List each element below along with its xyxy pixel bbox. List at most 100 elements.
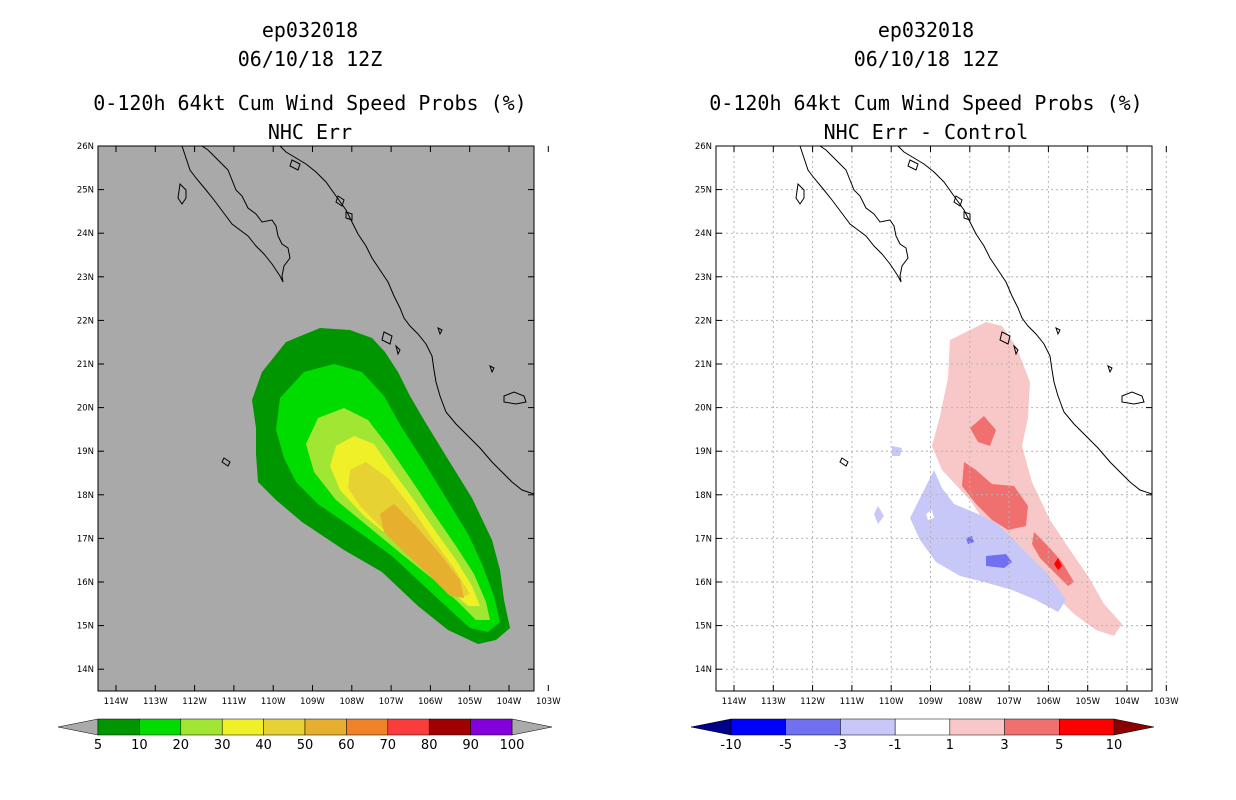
lat-label: 23N (77, 273, 94, 283)
lon-label: 109W (300, 697, 325, 707)
colorbar-swatch (840, 718, 896, 736)
colorbar-label: 20 (173, 738, 190, 753)
colorbar-label: 80 (421, 738, 438, 753)
lat-label: 16N (695, 578, 712, 588)
diff-positive-3to5-c (1032, 532, 1074, 586)
lon-label: 112W (182, 697, 207, 707)
colorbar-swatch (470, 718, 513, 736)
colorbar-swatch (221, 718, 264, 736)
lon-label: 114W (722, 697, 747, 707)
lat-label: 26N (77, 142, 94, 152)
diff-negative-3to5-a (986, 554, 1012, 568)
lat-label: 18N (77, 491, 94, 501)
colorbar-label: -3 (834, 738, 847, 753)
colorbar-swatch (1004, 718, 1060, 736)
right-storm-id: ep032018 (877, 18, 975, 42)
colorbar-label: -5 (779, 738, 792, 753)
lat-label: 25N (77, 186, 94, 196)
lat-label: 24N (695, 229, 712, 239)
colorbar-label: -1 (889, 738, 902, 753)
lat-label: 26N (695, 142, 712, 152)
lat-label: 19N (77, 447, 94, 457)
diff-negative-1to3 (910, 470, 1066, 612)
left-probability-contours (252, 328, 510, 644)
lat-label: 15N (695, 622, 712, 632)
lat-label: 24N (77, 229, 94, 239)
right-subtitle: NHC Err - Control (823, 120, 1029, 144)
colorbar-label: 3 (1000, 738, 1008, 753)
colorbar-swatch (1059, 718, 1115, 736)
contour-50pct (380, 504, 464, 598)
colorbar-label: -10 (720, 738, 741, 753)
colorbar-label: 90 (462, 738, 479, 753)
diff-positive-5to10 (1054, 558, 1062, 570)
lat-label: 22N (77, 316, 94, 326)
lon-label: 104W (1115, 697, 1140, 707)
lat-label: 17N (695, 534, 712, 544)
colorbar-swatch (304, 718, 347, 736)
diff-positive-3to5-a (970, 416, 996, 446)
colorbar-swatch (894, 718, 951, 736)
diff-negative-1to3-c (874, 506, 884, 524)
colorbar-label: 1 (946, 738, 954, 753)
lat-label: 14N (77, 665, 94, 675)
right-datetime: 06/10/18 12Z (853, 47, 999, 71)
lon-label: 107W (379, 697, 404, 707)
right-map-panel: 26N 25N 24N 23N 22N 21N 20N 19N 18N 17N 16N 15N 14N 1… (695, 142, 1179, 707)
colorbar-high-arrow (1113, 718, 1155, 736)
diff-white-hole (926, 510, 934, 520)
lat-label: 23N (695, 273, 712, 283)
lon-label: 111W (222, 697, 247, 707)
lat-label: 21N (695, 360, 712, 370)
lat-label: 19N (695, 447, 712, 457)
colorbar-swatch (346, 718, 389, 736)
colorbar-label: 10 (131, 738, 148, 753)
left-colorbar: 5 10 20 30 40 50 60 70 80 90 100 (57, 718, 553, 753)
lat-label: 20N (695, 404, 712, 414)
lon-label: 104W (497, 697, 522, 707)
colorbar-label: 5 (94, 738, 102, 753)
lon-label: 111W (840, 697, 865, 707)
right-map-frame (715, 145, 1153, 692)
left-datetime: 06/10/18 12Z (237, 47, 383, 71)
lon-label: 109W (918, 697, 943, 707)
lon-label: 103W (1154, 697, 1179, 707)
lat-label: 18N (695, 491, 712, 501)
lat-label: 15N (77, 622, 94, 632)
colorbar-label: 30 (214, 738, 231, 753)
right-axis-ticks: 26N 25N 24N 23N 22N 21N 20N 19N 18N 17N 16N 15N 14N 1… (695, 142, 1179, 707)
colorbar-label: 50 (297, 738, 314, 753)
colorbar-label: 10 (1106, 738, 1123, 753)
colorbar-swatch (428, 718, 471, 736)
lat-label: 21N (77, 360, 94, 370)
lon-label: 108W (339, 697, 364, 707)
lat-label: 14N (695, 665, 712, 675)
lon-label: 114W (104, 697, 129, 707)
lon-label: 106W (1036, 697, 1061, 707)
lat-label: 20N (77, 404, 94, 414)
right-difference-contours (874, 322, 1122, 636)
lat-label: 16N (77, 578, 94, 588)
right-gridlines (716, 146, 1167, 691)
left-axis-ticks: 26N 25N 24N 23N 22N 21N 20N 19N 18N 17N 16N 15N 14N 1… (77, 142, 561, 707)
diff-positive-3to5-b (962, 462, 1028, 530)
lon-label: 105W (457, 697, 482, 707)
colorbar-swatch (97, 718, 140, 736)
lon-label: 107W (997, 697, 1022, 707)
colorbar-swatch (730, 718, 786, 736)
lon-label: 113W (143, 697, 168, 707)
colorbar-label: 100 (500, 738, 525, 753)
colorbar-swatch (263, 718, 306, 736)
colorbar-swatch (180, 718, 223, 736)
colorbar-low-arrow (57, 718, 99, 736)
colorbar-label: 40 (255, 738, 272, 753)
colorbar-high-arrow (511, 718, 553, 736)
left-map-panel: 26N 25N 24N 23N 22N 21N 20N 19N 18N 17N 16N 15N 14N 1… (77, 142, 561, 707)
lon-label: 110W (879, 697, 904, 707)
lon-label: 105W (1075, 697, 1100, 707)
lat-label: 22N (695, 316, 712, 326)
colorbar-low-arrow (690, 718, 732, 736)
colorbar-swatch (139, 718, 182, 736)
left-product-title: 0-120h 64kt Cum Wind Speed Probs (%) (93, 91, 527, 115)
